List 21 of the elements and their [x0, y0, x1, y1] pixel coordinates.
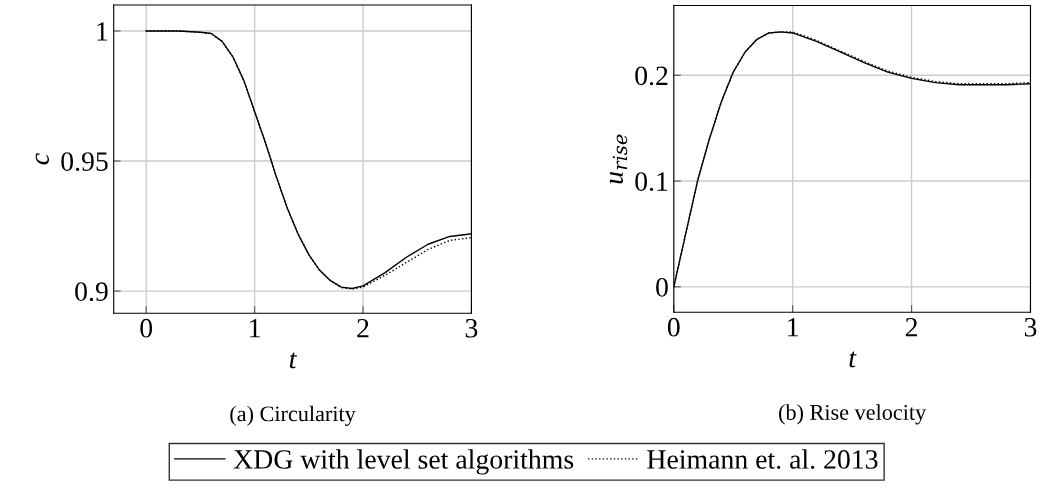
- x-tick-label: 1: [250, 318, 260, 338]
- text: (a) Circularity: [230, 405, 356, 426]
- x-tick-label: 2: [905, 317, 917, 337]
- legend-label: XDG with level set algorithms: [233, 449, 574, 475]
- y-axis-title: c: [35, 153, 50, 165]
- x-axis-title: t: [849, 351, 857, 368]
- y-tick-label: 0.9: [75, 282, 108, 302]
- x-tick-label: 3: [465, 318, 478, 338]
- y-tick-label: 0.95: [61, 152, 108, 172]
- y-tick-label: 0.2: [635, 66, 668, 86]
- y-axis-title: u$_{rise}$: [609, 134, 628, 184]
- x-tick-label: 0: [140, 318, 153, 338]
- y-tick-label: 0.1: [635, 172, 668, 192]
- x-tick-label: 1: [788, 318, 798, 337]
- legend-label: Heimann et. al. 2013: [647, 449, 878, 469]
- x-axis-title: t: [289, 352, 297, 369]
- x-tick-label: 3: [1024, 317, 1037, 337]
- text: (b) Rise velocity: [779, 404, 927, 425]
- x-tick-label: 2: [357, 318, 369, 338]
- y-tick-label: 0: [656, 277, 668, 297]
- y-tick-label: 1: [97, 22, 108, 41]
